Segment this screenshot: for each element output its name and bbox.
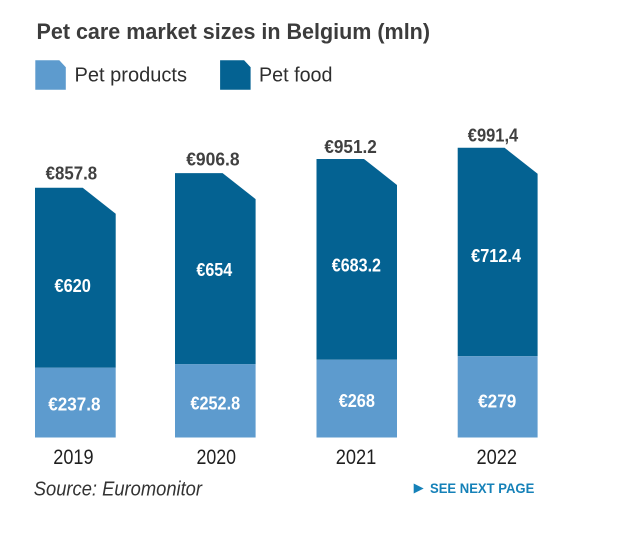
svg-text:Pet food: Pet food [259, 65, 333, 87]
svg-text:€712.4: €712.4 [471, 246, 521, 266]
svg-text:2020: 2020 [196, 446, 236, 469]
svg-text:Pet care market sizes in Belgi: Pet care market sizes in Belgium (mln) [37, 19, 431, 44]
svg-text:SEE NEXT PAGE: SEE NEXT PAGE [430, 481, 534, 496]
svg-text:Pet products: Pet products [75, 65, 188, 87]
svg-text:2022: 2022 [477, 446, 518, 469]
svg-text:€620: €620 [54, 276, 91, 296]
svg-text:€268: €268 [339, 391, 375, 411]
svg-text:2019: 2019 [53, 446, 93, 469]
svg-text:€951.2: €951.2 [324, 136, 377, 157]
svg-text:€654: €654 [196, 260, 232, 280]
svg-text:€279: €279 [478, 392, 516, 412]
svg-text:€252.8: €252.8 [191, 393, 241, 413]
svg-text:€237.8: €237.8 [48, 394, 100, 414]
svg-text:€991,4: €991,4 [468, 124, 519, 145]
svg-text:2021: 2021 [336, 446, 377, 469]
svg-text:€857.8: €857.8 [46, 163, 98, 184]
svg-text:€683.2: €683.2 [332, 256, 381, 276]
svg-text:€906.8: €906.8 [186, 149, 239, 170]
svg-text:Source: Euromonitor: Source: Euromonitor [34, 479, 203, 501]
